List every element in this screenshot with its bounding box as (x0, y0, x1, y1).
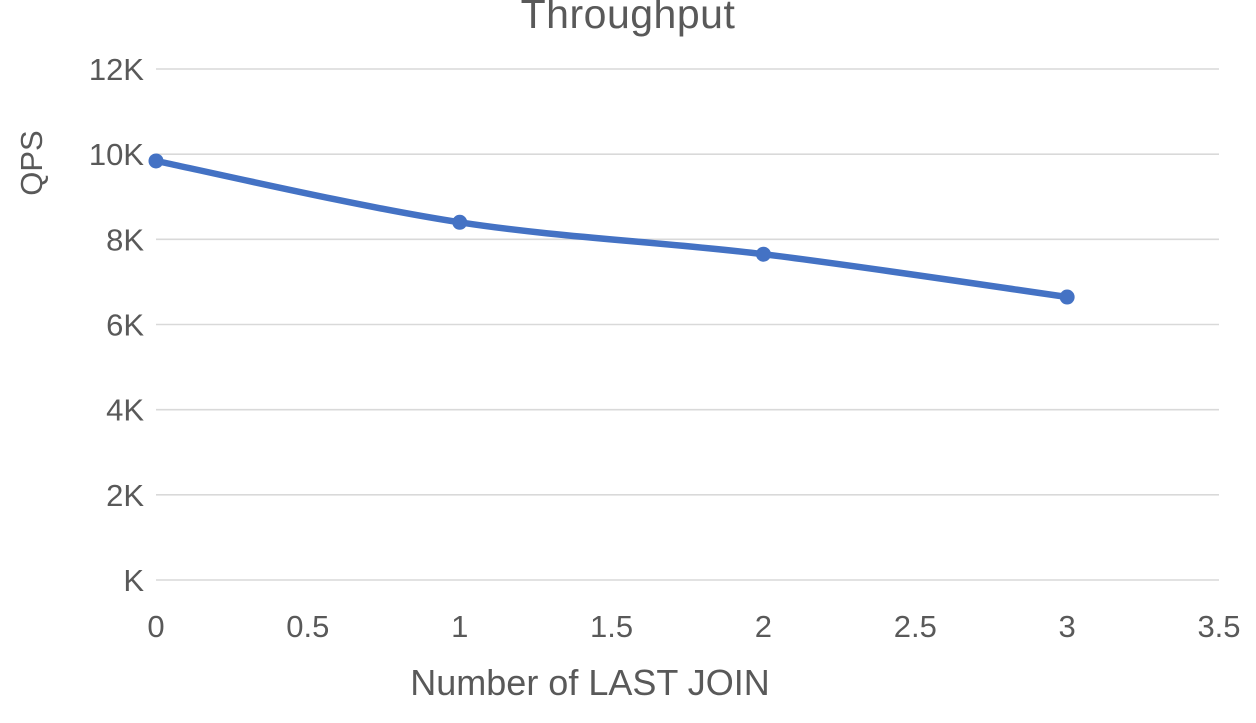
y-tick-label: K (123, 563, 144, 598)
y-tick-label: 8K (106, 222, 144, 257)
data-point-marker (755, 246, 771, 262)
y-tick-label: 6K (106, 308, 144, 343)
x-tick-label: 2.5 (894, 609, 937, 644)
y-tick-label: 10K (89, 137, 144, 172)
x-tick-label: 0 (147, 609, 164, 644)
x-tick-label: 3 (1059, 609, 1076, 644)
data-point-marker (452, 214, 468, 230)
throughput-series-line (152, 157, 1071, 301)
y-tick-label: 2K (106, 478, 144, 513)
data-point-marker (1059, 289, 1075, 305)
x-tick-label: 0.5 (286, 609, 329, 644)
y-tick-label: 12K (89, 52, 144, 87)
x-tick-label: 1.5 (590, 609, 633, 644)
data-point-marker (148, 153, 164, 169)
x-tick-label: 3.5 (1197, 609, 1240, 644)
x-axis-title: Number of LAST JOIN (410, 662, 770, 703)
x-tick-label: 2 (755, 609, 772, 644)
y-tick-label: 4K (106, 393, 144, 428)
x-tick-label: 1 (451, 609, 468, 644)
chart-title: Throughput (520, 0, 736, 37)
